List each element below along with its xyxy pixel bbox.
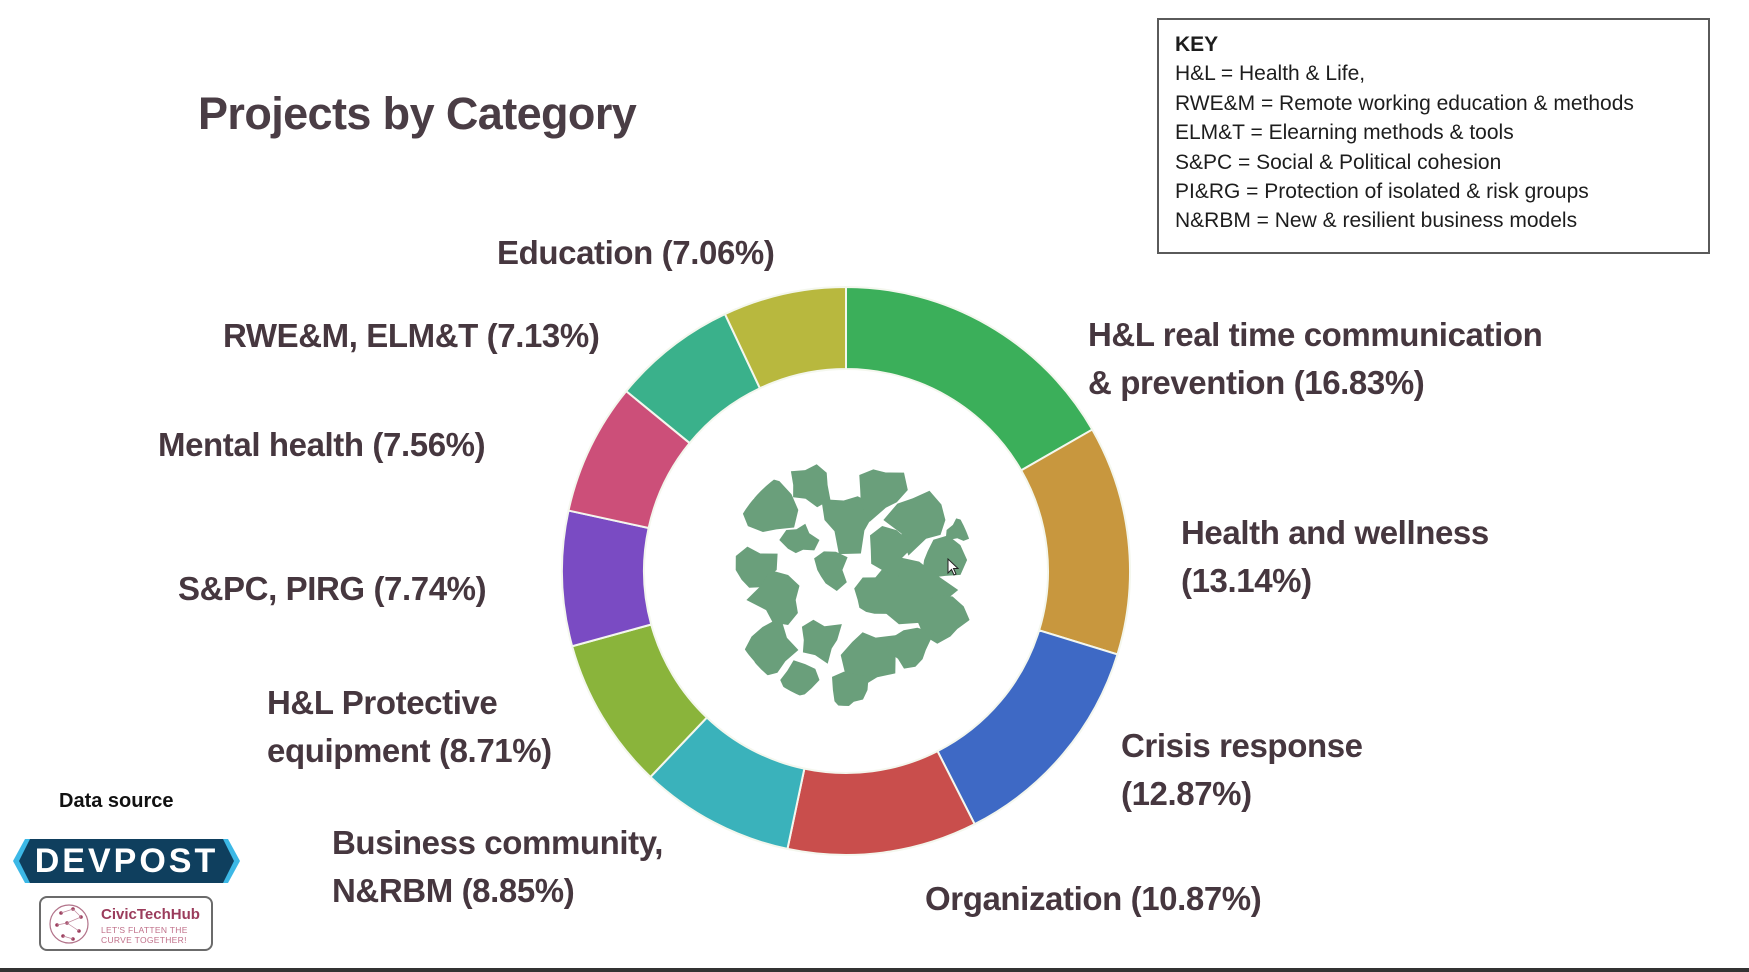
label-spc-pirg: S&PC, PIRG (7.74%) (178, 565, 487, 613)
globe-landmass (801, 619, 842, 664)
globe-landmass (744, 617, 799, 677)
devpost-banner-shape (13, 839, 240, 883)
key-line-elmt: ELM&T = Elearning methods & tools (1175, 121, 1514, 145)
label-spc-pirg-line1: S&PC, PIRG (7.74%) (178, 570, 487, 607)
label-organization: Organization (10.87%) (925, 875, 1262, 923)
civictechhub-tagline-line1: LET'S FLATTEN THE (101, 925, 188, 935)
label-business-community-line2: N&RBM (8.85%) (332, 872, 575, 909)
key-title: KEY (1175, 33, 1219, 56)
donut-segment-h-l-real-time-communication-prevention (845, 285, 1094, 472)
label-rwem-elmt: RWE&M, ELM&T (7.13%) (223, 312, 600, 360)
globe-landmasses (735, 464, 972, 706)
globe-landmass (746, 570, 800, 625)
globe-landmass (945, 518, 972, 541)
donut-segment-crisis-response (936, 629, 1119, 826)
label-organization-line1: Organization (10.87%) (925, 880, 1262, 917)
donut-segment-s-pc-pirg (561, 509, 653, 648)
label-crisis-response-line1: Crisis response (1121, 727, 1363, 764)
label-education-line1: Education (7.06%) (497, 234, 775, 271)
devpost-logo: DEVPOST (13, 839, 240, 883)
globe-landmass (741, 475, 799, 532)
label-crisis-response-line2: (12.87%) (1121, 775, 1252, 812)
donut-segment-education (723, 285, 847, 390)
label-rwem-elmt-line1: RWE&M, ELM&T (7.13%) (223, 317, 600, 354)
label-hl-protective-line2: equipment (8.71%) (267, 732, 552, 769)
key-line-spc: S&PC = Social & Political cohesion (1175, 150, 1502, 174)
key-legend-box: KEY H&L = Health & Life, RWE&M = Remote … (1157, 18, 1710, 254)
label-hl-realtime: H&L real time communication & prevention… (1088, 311, 1543, 407)
label-business-community-line1: Business community, (332, 824, 664, 861)
label-hl-realtime-line1: H&L real time communication (1088, 316, 1543, 353)
label-health-wellness-line1: Health and wellness (1181, 514, 1489, 551)
globe-landmass (779, 523, 820, 554)
globe-landmass (790, 464, 831, 508)
label-business-community: Business community, N&RBM (8.85%) (332, 819, 663, 915)
label-education: Education (7.06%) (497, 229, 775, 277)
label-health-wellness: Health and wellness (13.14%) (1181, 509, 1489, 605)
mouse-cursor-icon (947, 558, 960, 576)
slide-title: Projects by Category (198, 88, 637, 139)
label-mental-health-line1: Mental health (7.56%) (158, 426, 486, 463)
donut-segments (561, 285, 1131, 856)
key-line-rwem: RWE&M = Remote working education & metho… (1175, 91, 1634, 115)
globe-landmass (735, 546, 778, 588)
label-crisis-response: Crisis response (12.87%) (1121, 722, 1363, 818)
label-hl-protective-line1: H&L Protective (267, 684, 498, 721)
globe-landmass (814, 551, 848, 591)
globe-landmass (883, 490, 946, 556)
key-line-hl: H&L = Health & Life, (1175, 62, 1366, 86)
data-source-label: Data source (59, 790, 174, 812)
globe-landmass (780, 660, 820, 697)
label-mental-health: Mental health (7.56%) (158, 421, 486, 469)
label-hl-realtime-line2: & prevention (16.83%) (1088, 364, 1425, 401)
civictechhub-tagline-line2: CURVE TOGETHER! (101, 935, 187, 945)
civictechhub-logo: CivicTechHub LET'S FLATTEN THE CURVE TOG… (39, 896, 213, 951)
civictechhub-network-icon (49, 904, 89, 944)
globe-landmass (870, 526, 910, 577)
label-health-wellness-line2: (13.14%) (1181, 562, 1312, 599)
civictechhub-name: CivicTechHub (101, 906, 200, 923)
donut-segment-health-and-wellness (1019, 428, 1131, 656)
globe-landmass (821, 496, 873, 555)
globe-icon (735, 464, 972, 706)
globe-landmass (859, 469, 908, 522)
key-line-pirg: PI&RG = Protection of isolated & risk gr… (1175, 180, 1589, 204)
globe-landmass (854, 577, 890, 614)
label-hl-protective: H&L Protective equipment (8.71%) (267, 679, 552, 775)
bottom-border-bar (0, 968, 1749, 972)
devpost-logo-text: DEVPOST (34, 841, 219, 880)
civictechhub-tagline: LET'S FLATTEN THE CURVE TOGETHER! (101, 925, 188, 945)
key-line-nrbm: N&RBM = New & resilient business models (1175, 209, 1578, 233)
globe-landmass (832, 671, 869, 706)
globe-landmass (885, 627, 934, 669)
